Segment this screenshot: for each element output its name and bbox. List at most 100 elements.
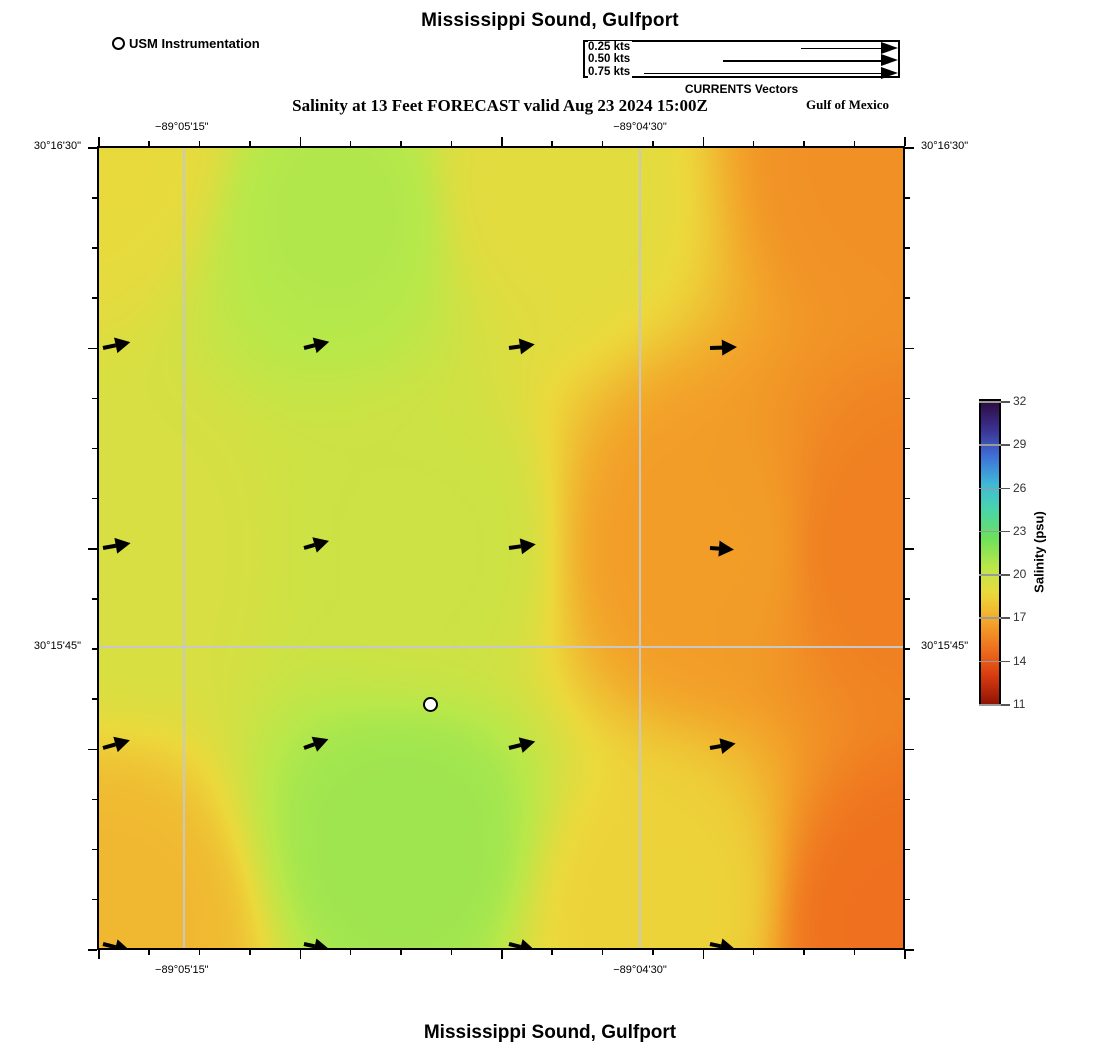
x-tick-top — [148, 141, 150, 146]
page-title: Mississippi Sound, Gulfport — [421, 10, 679, 31]
y-tick-right — [905, 347, 914, 350]
vector-shaft — [709, 546, 720, 551]
x-tick-bottom — [400, 950, 402, 955]
currents-legend-row: 0.25 kts — [585, 41, 898, 55]
colorbar-tick-label: 32 — [1013, 394, 1027, 408]
colorbar-tick-outer — [1001, 487, 1010, 490]
currents-legend-row: 0.50 kts — [585, 53, 898, 67]
vector-shaft — [508, 942, 522, 948]
y-tick-right — [905, 748, 914, 751]
y-tick-left — [92, 497, 97, 500]
x-tick-top — [98, 137, 100, 146]
x-tick-bottom — [803, 950, 805, 955]
vector-shaft — [102, 942, 117, 948]
y-tick-left — [92, 397, 97, 400]
vector-shaft — [709, 345, 723, 350]
y-tick-left — [92, 297, 97, 299]
latitude-gridline — [99, 645, 903, 648]
currents-legend-shaft — [801, 48, 881, 50]
colorbar-tick-outer — [1001, 401, 1010, 403]
y-tick-left — [92, 598, 97, 600]
x-tick-top — [501, 137, 503, 146]
y-tick-left — [88, 548, 97, 550]
x-tick-top — [752, 141, 755, 146]
latitude-label-left: 30°16'30" — [33, 140, 81, 152]
x-tick-top — [803, 141, 805, 146]
x-tick-top — [551, 141, 553, 146]
x-tick-bottom — [349, 950, 352, 955]
y-tick-right — [905, 848, 910, 851]
x-tick-top — [249, 141, 251, 146]
vector-shaft — [709, 744, 722, 750]
usm-station-marker[interactable] — [422, 696, 438, 712]
x-tick-bottom — [853, 950, 856, 955]
x-tick-bottom — [299, 950, 302, 959]
y-tick-left — [92, 648, 97, 650]
longitude-label-top: −89°05'15" — [155, 121, 209, 133]
arrow-head-icon — [114, 334, 133, 354]
y-tick-left — [92, 197, 97, 199]
colorbar-title: Salinity (psu) — [1031, 511, 1047, 593]
colorbar-tick-outer — [1001, 444, 1010, 446]
colorbar-tick-inner — [979, 660, 1001, 663]
y-tick-left — [88, 949, 97, 951]
region-label: Gulf of Mexico — [806, 97, 890, 112]
salinity-map-plot[interactable] — [97, 146, 905, 950]
x-tick-bottom — [450, 950, 453, 955]
y-tick-right — [905, 197, 910, 199]
y-tick-left — [88, 748, 97, 751]
x-tick-bottom — [551, 950, 553, 955]
colorbar-tick-outer — [1001, 574, 1010, 576]
arrow-head-icon — [881, 42, 898, 54]
y-tick-right — [905, 297, 910, 299]
longitude-label-bottom: −89°04'30" — [613, 964, 667, 976]
x-tick-bottom — [601, 950, 604, 955]
latitude-label-right: 30°15'45" — [921, 640, 969, 653]
x-tick-top — [601, 141, 604, 146]
x-tick-bottom — [702, 950, 705, 959]
x-tick-top — [652, 141, 654, 146]
y-tick-right — [905, 598, 910, 600]
colorbar-tick-label: 11 — [1013, 697, 1026, 711]
usm-instrumentation-legend: USM Instrumentation — [112, 36, 260, 51]
x-tick-bottom — [148, 950, 150, 955]
y-tick-right — [905, 147, 914, 149]
currents-legend-caption: CURRENTS Vectors — [684, 82, 799, 96]
y-tick-left — [92, 247, 97, 249]
chart-subtitle: Salinity at 13 Feet FORECAST valid Aug 2… — [292, 96, 708, 115]
arrow-head-icon — [114, 535, 132, 554]
x-tick-bottom — [198, 950, 201, 955]
colorbar-tick-outer — [1001, 660, 1010, 663]
x-tick-top — [904, 137, 906, 146]
currents-legend-label: 0.75 kts — [588, 65, 633, 78]
y-tick-right — [905, 548, 914, 550]
y-tick-right — [905, 397, 910, 400]
longitude-label-bottom: −89°05'15" — [155, 964, 209, 976]
currents-legend-row: 0.75 kts — [585, 65, 898, 80]
colorbar-tick-label: 17 — [1013, 610, 1027, 625]
currents-legend-shaft — [723, 60, 881, 62]
arrow-head-icon — [313, 938, 332, 948]
vector-shaft — [102, 544, 117, 550]
currents-legend-shaft — [644, 72, 881, 74]
colorbar-tick-inner — [979, 617, 1001, 620]
y-tick-left — [88, 347, 97, 350]
x-tick-top — [299, 137, 302, 146]
arrow-head-icon — [518, 336, 536, 355]
colorbar-tick-inner — [979, 444, 1001, 446]
y-tick-left — [88, 147, 97, 149]
x-tick-bottom — [98, 950, 100, 959]
x-tick-bottom — [904, 950, 906, 959]
arrow-head-icon — [718, 540, 735, 558]
salinity-color-field — [99, 148, 903, 948]
colorbar-tick-label: 29 — [1013, 437, 1027, 452]
salinity-raster — [99, 148, 903, 948]
vector-shaft — [508, 344, 521, 350]
colorbar-tick-inner — [979, 574, 1001, 576]
y-tick-right — [905, 698, 910, 700]
arrow-head-icon — [719, 938, 738, 948]
y-tick-left — [92, 798, 97, 801]
current-vector-arrow — [709, 339, 741, 356]
y-tick-left — [92, 898, 97, 901]
y-tick-right — [905, 497, 910, 500]
